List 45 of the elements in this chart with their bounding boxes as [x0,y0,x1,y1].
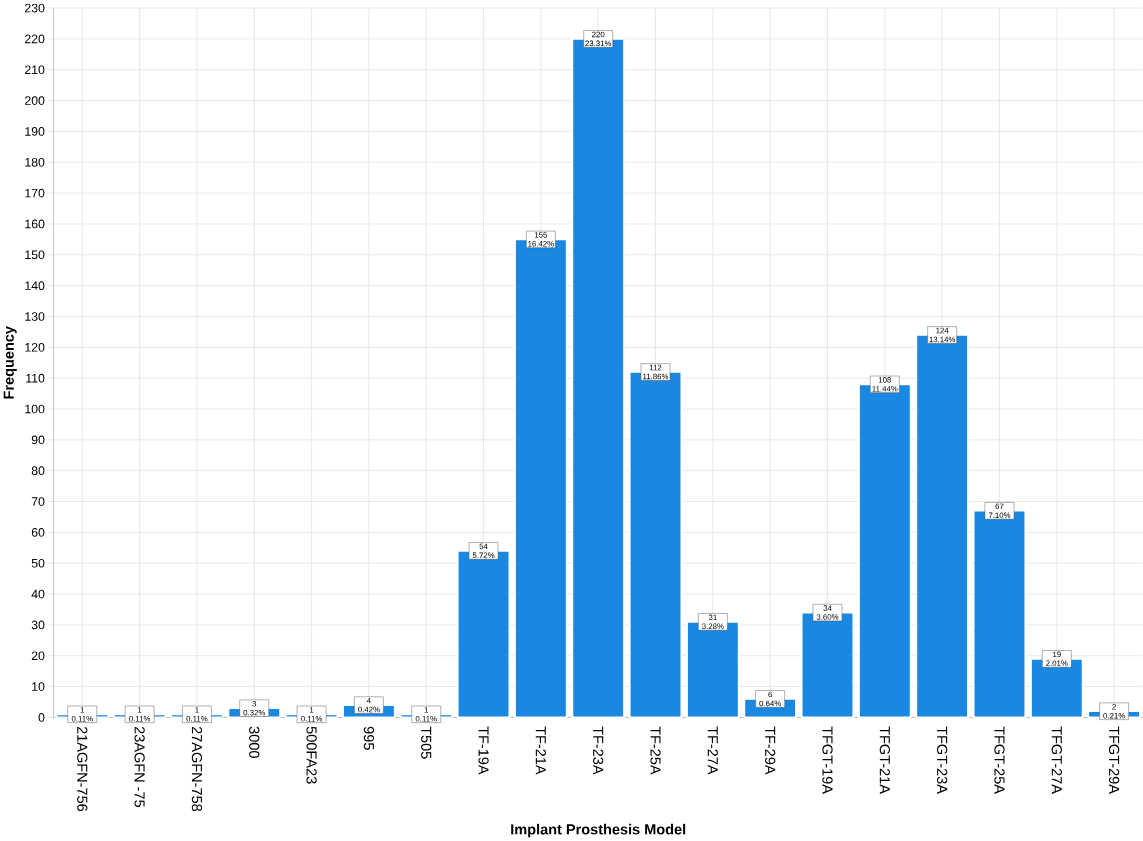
x-tick-label: 995 [363,726,375,750]
y-axis-title: Frequency [3,326,17,399]
y-tick-label: 210 [25,65,45,75]
x-tick-label: TF-21A [535,726,546,775]
x-tick-label: TFGT-25A [994,726,1005,794]
y-tick-label: 30 [31,620,45,630]
x-tick-label: TF-29A [765,726,776,775]
x-tick-label: TF-27A [707,726,718,775]
x-tick-label: 23AGFN -75 [134,726,145,807]
y-tick-label: 0 [38,713,45,722]
y-tick-label: 120 [25,342,45,352]
y-tick-label: 200 [25,96,45,105]
y-tick-label: 140 [25,281,45,290]
x-tick-label: TF-23A [593,726,604,775]
x-tick-label: 500FA23 [306,726,317,784]
x-tick-label: TF-25A [650,726,661,775]
y-tick-label: 90 [31,435,45,445]
x-tick-label: T505 [421,726,432,759]
y-tick-label: 190 [25,127,45,136]
y-tick-label: 110 [26,373,45,383]
x-tick-label: TFGT-19A [822,726,833,794]
x-tick-label: 27AGFN-758 [191,726,203,812]
y-tick-label: 10 [32,682,45,691]
y-tick-label: 230 [25,3,45,13]
y-tick-label: 220 [25,34,45,44]
y-tick-label: 20 [31,651,45,661]
y-tick-label: 70 [31,497,45,506]
y-tick-label: 130 [25,312,45,321]
y-tick-label: 50 [31,558,45,568]
x-tick-label: TFGT-23A [937,726,948,794]
y-tick-label: 80 [31,466,45,475]
x-tick-label: TFGT-27A [1051,726,1062,794]
y-tick-label: 40 [31,589,45,599]
x-tick-label: TF-19A [478,726,489,775]
y-tick-label: 170 [25,188,45,198]
x-tick-label: TFGT-29A [1108,726,1120,794]
y-tick-label: 150 [25,250,45,260]
x-tick-label: 3000 [249,726,260,758]
y-tick-label: 160 [25,219,45,229]
y-tick-label: 180 [25,157,45,167]
y-tick-label: 100 [25,404,45,414]
x-tick-label: 21AGFN-756 [77,726,88,812]
x-axis-title: Implant Prosthesis Model [511,823,686,838]
y-tick-label: 60 [31,527,45,537]
x-tick-label: TFGT-21A [879,726,890,794]
